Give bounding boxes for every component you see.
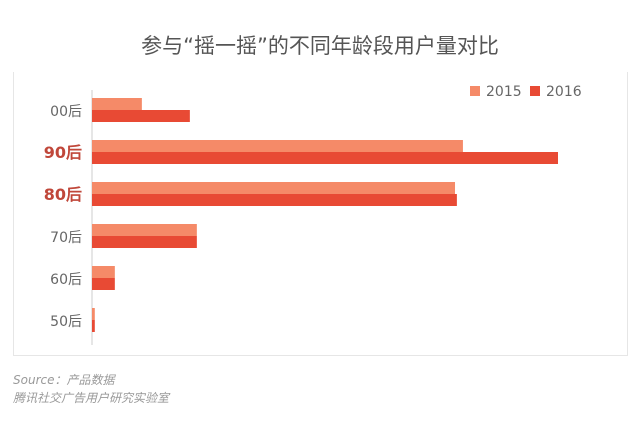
bar-2016-00后 — [92, 110, 190, 122]
bar-2016-80后 — [92, 194, 457, 206]
bar-2016-90后 — [92, 152, 558, 164]
bar-2015-80后 — [92, 182, 456, 194]
chart-title: 参与“摇一摇”的不同年龄段用户量对比 — [141, 34, 499, 58]
legend-swatch-2015 — [470, 86, 480, 96]
bar-2015-70后 — [92, 224, 197, 236]
bar-2015-50后 — [92, 308, 95, 320]
category-label: 60后 — [50, 272, 82, 288]
legend-label: 2015 — [486, 84, 522, 100]
legend-label: 2016 — [546, 84, 582, 100]
bar-2015-90后 — [92, 140, 463, 152]
source-org: 腾讯社交广告用户研究实验室 — [13, 391, 170, 405]
bar-2016-50后 — [92, 320, 95, 332]
bar-2015-60后 — [92, 266, 115, 278]
category-label: 00后 — [50, 104, 82, 120]
source-label: Source：产品数据 — [13, 373, 115, 387]
category-label: 90后 — [44, 143, 82, 162]
bar-2016-70后 — [92, 236, 197, 248]
chart-frame — [13, 72, 628, 356]
category-label: 70后 — [50, 230, 82, 246]
bar-2016-60后 — [92, 278, 115, 290]
category-label: 80后 — [44, 185, 82, 204]
legend-swatch-2016 — [530, 86, 540, 96]
bar-2015-00后 — [92, 98, 142, 110]
category-label: 50后 — [50, 314, 82, 330]
